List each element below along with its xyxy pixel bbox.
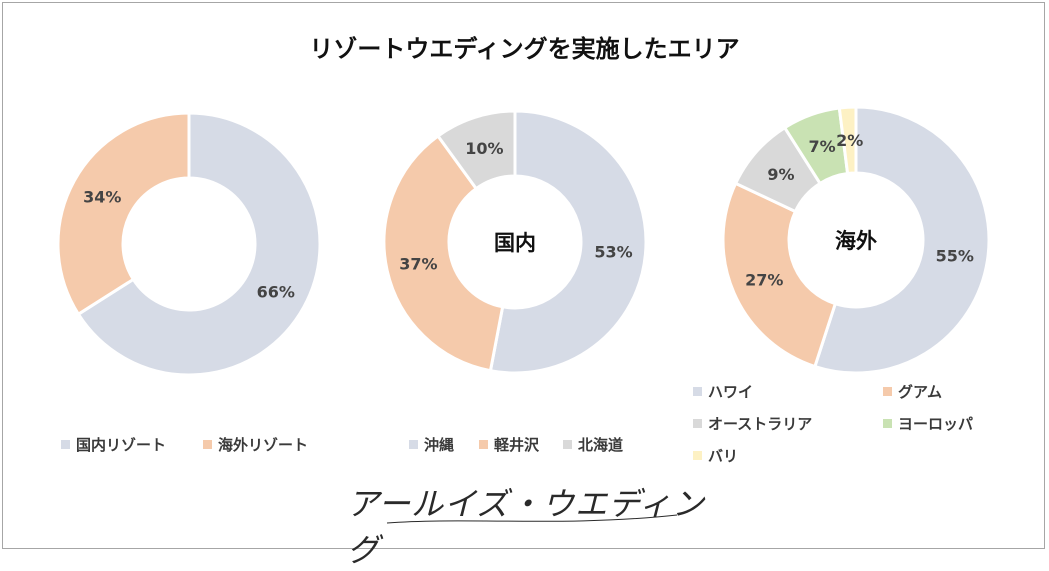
slice-label: 7% bbox=[809, 137, 836, 156]
chart-title: リゾートウエディングを実施したエリア bbox=[309, 35, 740, 63]
donut-slice bbox=[488, 109, 648, 375]
brand-flourish bbox=[386, 514, 678, 524]
legend-item: バリ bbox=[693, 445, 738, 466]
donut-charts: 66% 34% 53% 37% 10% 国内 55% 27% 9% 7% 2% 海外 bbox=[56, 105, 991, 377]
donut-chart-1: 66% 34% bbox=[56, 111, 322, 377]
slice-label: 55% bbox=[936, 247, 974, 266]
brand-text: アールイズ・ウエディング bbox=[347, 485, 705, 569]
legend-swatch bbox=[883, 387, 892, 396]
legend-item: 軽井沢 bbox=[479, 434, 539, 455]
donut-chart-3: 55% 27% 9% 7% 2% 海外 bbox=[721, 105, 991, 375]
center-label: 国内 bbox=[494, 231, 536, 255]
donut-chart-2: 53% 37% 10% 国内 bbox=[382, 109, 648, 375]
legend-label: 国内リゾート bbox=[76, 436, 167, 454]
legend-label: 北海道 bbox=[578, 436, 624, 454]
legend-label: 海外リゾート bbox=[218, 436, 309, 454]
brand-logo: アールイズ・ウエディング bbox=[347, 479, 707, 569]
legend-item: 沖縄 bbox=[409, 434, 454, 455]
center-label: 海外 bbox=[835, 229, 877, 253]
donut-slice bbox=[56, 111, 191, 317]
legend-label: オーストラリア bbox=[708, 415, 813, 433]
donut-slice bbox=[382, 133, 505, 373]
legend-swatch bbox=[693, 451, 702, 460]
donut-slice bbox=[435, 109, 517, 191]
legend-swatch bbox=[409, 440, 418, 449]
legend-item: ハワイ bbox=[693, 381, 753, 402]
slice-label: 2% bbox=[836, 131, 863, 150]
legend-swatch bbox=[563, 440, 572, 449]
donut-slice bbox=[813, 105, 991, 375]
slice-label: 9% bbox=[767, 165, 794, 184]
legend-swatch bbox=[883, 419, 892, 428]
legend-swatch bbox=[479, 440, 488, 449]
legend-label: ハワイ bbox=[708, 383, 754, 401]
legend-label: 軽井沢 bbox=[494, 436, 540, 454]
legend-item: 国内リゾート bbox=[61, 434, 166, 455]
legend-swatch bbox=[693, 387, 702, 396]
legend-item: ヨーロッパ bbox=[883, 413, 973, 434]
slice-label: 37% bbox=[399, 255, 437, 274]
legend-swatch bbox=[203, 440, 212, 449]
slice-label: 34% bbox=[83, 187, 121, 206]
slice-label: 53% bbox=[594, 242, 632, 261]
donut-slice bbox=[837, 105, 858, 176]
legend-item: 北海道 bbox=[563, 434, 623, 455]
donut-slice bbox=[721, 181, 838, 369]
legend-item: グアム bbox=[883, 381, 942, 402]
legend-label: ヨーロッパ bbox=[898, 415, 974, 433]
slice-label: 66% bbox=[257, 283, 295, 302]
slice-label: 27% bbox=[745, 271, 783, 290]
legend-label: バリ bbox=[708, 447, 739, 465]
legend-label: 沖縄 bbox=[424, 436, 455, 454]
legend-item: 海外リゾート bbox=[203, 434, 308, 455]
legend-item: オーストラリア bbox=[693, 413, 812, 434]
legend-swatch bbox=[61, 440, 70, 449]
donut-slice bbox=[76, 111, 322, 377]
legend-label: グアム bbox=[898, 383, 942, 401]
slice-label: 10% bbox=[465, 139, 503, 158]
legend-swatch bbox=[693, 419, 702, 428]
